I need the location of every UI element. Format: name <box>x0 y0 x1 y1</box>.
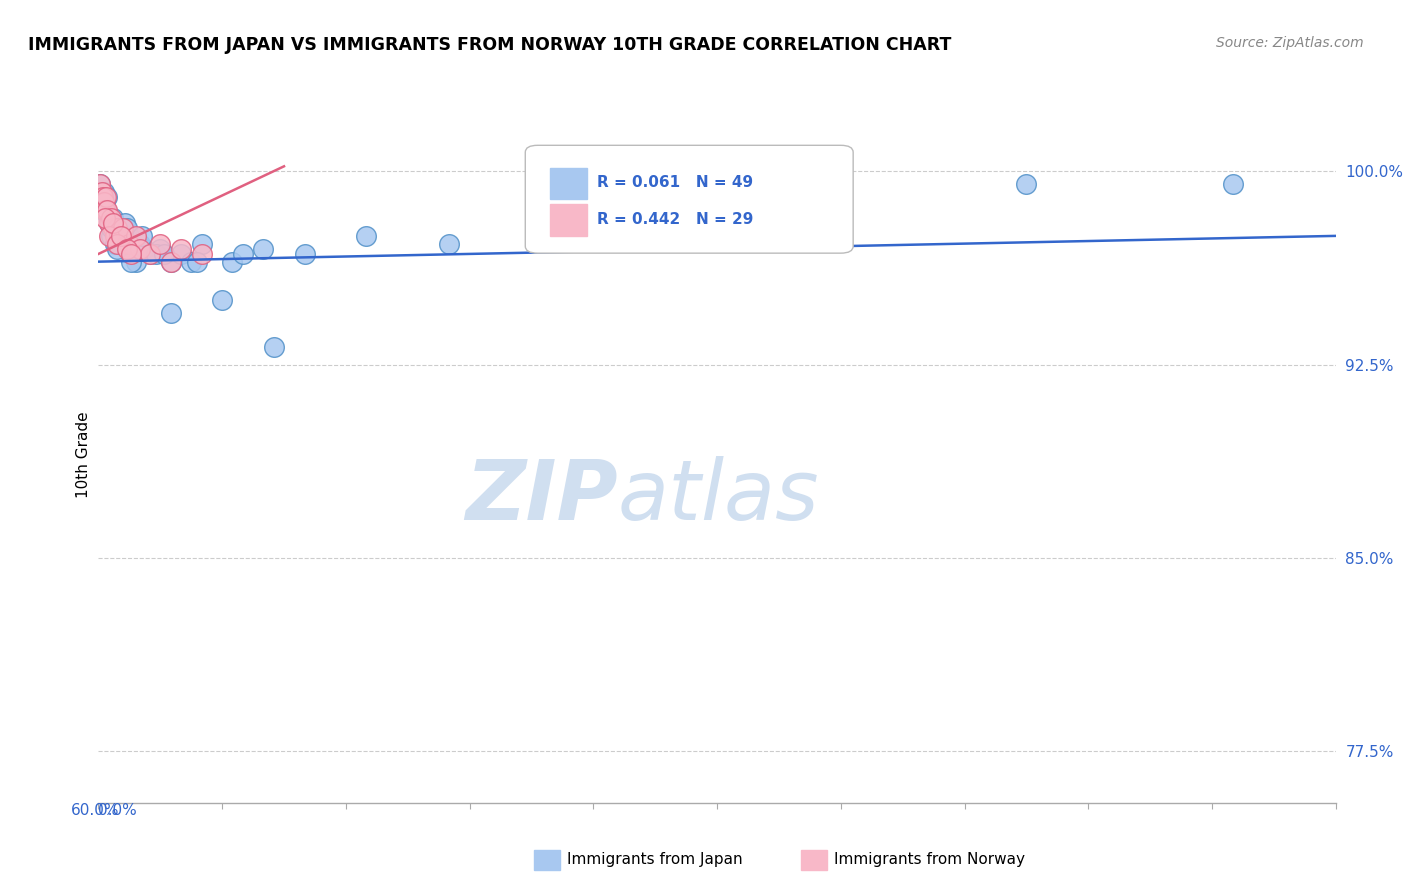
Point <box>108 228 131 243</box>
Point <box>101 221 124 235</box>
Point <box>221 254 243 268</box>
Point <box>180 254 202 268</box>
Point <box>149 242 172 256</box>
Point <box>170 247 193 261</box>
Point <box>94 190 117 204</box>
Point <box>101 211 124 225</box>
Point <box>706 169 728 184</box>
Point <box>93 203 115 218</box>
Point <box>93 185 115 199</box>
FancyBboxPatch shape <box>526 145 853 253</box>
Point <box>294 247 316 261</box>
Point <box>122 242 145 256</box>
Text: ZIP: ZIP <box>465 456 619 537</box>
Y-axis label: 10th Grade: 10th Grade <box>76 411 91 499</box>
Text: IMMIGRANTS FROM JAPAN VS IMMIGRANTS FROM NORWAY 10TH GRADE CORRELATION CHART: IMMIGRANTS FROM JAPAN VS IMMIGRANTS FROM… <box>28 36 952 54</box>
Point <box>104 236 127 251</box>
Point <box>159 254 181 268</box>
Text: 0.0%: 0.0% <box>98 803 138 818</box>
Point <box>356 228 378 243</box>
Point <box>97 216 120 230</box>
Point <box>139 247 162 261</box>
Point <box>100 228 122 243</box>
Text: atlas: atlas <box>619 456 820 537</box>
Point <box>153 247 176 261</box>
Point <box>90 185 112 199</box>
Point <box>105 236 128 251</box>
Point <box>118 236 141 251</box>
Point <box>114 216 136 230</box>
Point <box>263 340 285 354</box>
Point <box>89 178 111 192</box>
Point <box>120 254 142 268</box>
Text: Immigrants from Norway: Immigrants from Norway <box>834 853 1025 867</box>
Point <box>104 228 127 243</box>
Point <box>112 221 135 235</box>
Point <box>186 254 208 268</box>
Point <box>437 236 460 251</box>
Point <box>139 247 162 261</box>
Bar <box>550 204 588 235</box>
Point <box>124 228 146 243</box>
Point <box>128 242 150 256</box>
Point <box>190 247 212 261</box>
Point <box>91 190 114 204</box>
Point <box>159 254 181 268</box>
Text: R = 0.442   N = 29: R = 0.442 N = 29 <box>598 212 754 227</box>
Point <box>211 293 233 308</box>
Point <box>94 203 117 218</box>
Bar <box>550 168 588 199</box>
Point <box>93 195 115 210</box>
Point <box>105 242 128 256</box>
Point <box>120 247 142 261</box>
Point <box>93 195 115 210</box>
Text: 60.0%: 60.0% <box>70 803 120 818</box>
Point <box>91 203 114 218</box>
Point <box>128 236 150 251</box>
Point <box>190 236 212 251</box>
Point <box>1015 178 1038 192</box>
Text: Immigrants from Japan: Immigrants from Japan <box>567 853 742 867</box>
Point <box>105 228 128 243</box>
Point <box>96 203 118 218</box>
Point <box>93 211 115 225</box>
Point <box>112 228 135 243</box>
Point <box>232 247 254 261</box>
Point <box>145 247 167 261</box>
Point <box>131 228 153 243</box>
Point <box>90 190 112 204</box>
Point <box>132 242 155 256</box>
Point <box>252 242 274 256</box>
Point <box>100 221 122 235</box>
Point <box>117 242 139 256</box>
Point <box>96 190 118 204</box>
Point <box>104 221 127 235</box>
Point <box>89 178 111 192</box>
Point <box>97 228 120 243</box>
Point <box>101 216 124 230</box>
Point <box>124 254 146 268</box>
Point <box>100 211 122 225</box>
Point <box>117 221 139 235</box>
Point <box>97 211 120 225</box>
Point <box>1222 178 1244 192</box>
Text: R = 0.061   N = 49: R = 0.061 N = 49 <box>598 175 754 190</box>
Point <box>110 221 132 235</box>
Text: Source: ZipAtlas.com: Source: ZipAtlas.com <box>1216 36 1364 50</box>
Point <box>149 236 172 251</box>
Point <box>105 221 128 235</box>
Point <box>170 242 193 256</box>
Point <box>110 228 132 243</box>
Point <box>159 306 181 320</box>
Point <box>118 228 141 243</box>
Point <box>97 216 120 230</box>
Point <box>108 236 131 251</box>
